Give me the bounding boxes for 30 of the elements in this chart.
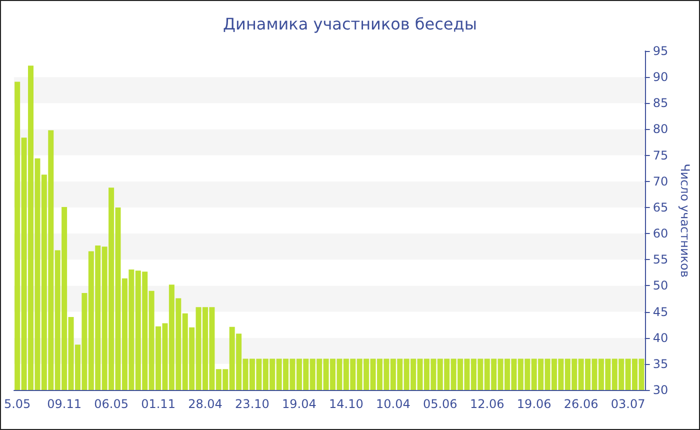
y-tick-label: 60 <box>652 226 668 241</box>
x-tick-label: 23.10 <box>235 397 270 411</box>
y-tick-label: 65 <box>652 200 668 214</box>
y-tick-label: 30 <box>652 383 668 397</box>
chart-title: Динамика участников беседы <box>223 14 477 34</box>
y-tick-label: 80 <box>652 122 668 136</box>
x-tick-label: 5.05 <box>4 397 31 411</box>
x-tick-label: 12.06 <box>470 397 504 411</box>
y-tick-label: 70 <box>652 174 668 188</box>
x-tick-label: 09.11 <box>47 397 82 411</box>
y-tick-label: 35 <box>652 356 668 371</box>
y-tick-label: 95 <box>652 44 668 58</box>
x-tick-label: 10.04 <box>376 397 410 411</box>
y-tick-label: 40 <box>652 330 668 345</box>
x-tick-label: 19.06 <box>516 397 552 411</box>
y-tick-label: 55 <box>652 252 668 267</box>
x-tick-label: 19.04 <box>282 397 316 411</box>
x-tick-label: 01.11 <box>141 397 176 411</box>
y-tick-label: 75 <box>652 148 668 162</box>
x-tick-label: 03.07 <box>610 397 646 411</box>
x-tick-label: 28.04 <box>188 397 222 411</box>
x-tick-label: 14.10 <box>329 397 364 411</box>
y-axis-title: Число участников <box>678 164 692 278</box>
y-tick-label: 90 <box>652 70 668 84</box>
x-tick-label: 26.06 <box>564 397 598 411</box>
y-tick-label: 85 <box>652 96 668 110</box>
y-tick-label: 45 <box>652 304 668 319</box>
x-tick-label: 06.05 <box>94 397 128 411</box>
y-tick-label: 50 <box>652 278 668 293</box>
x-tick-label: 05.06 <box>422 397 458 411</box>
